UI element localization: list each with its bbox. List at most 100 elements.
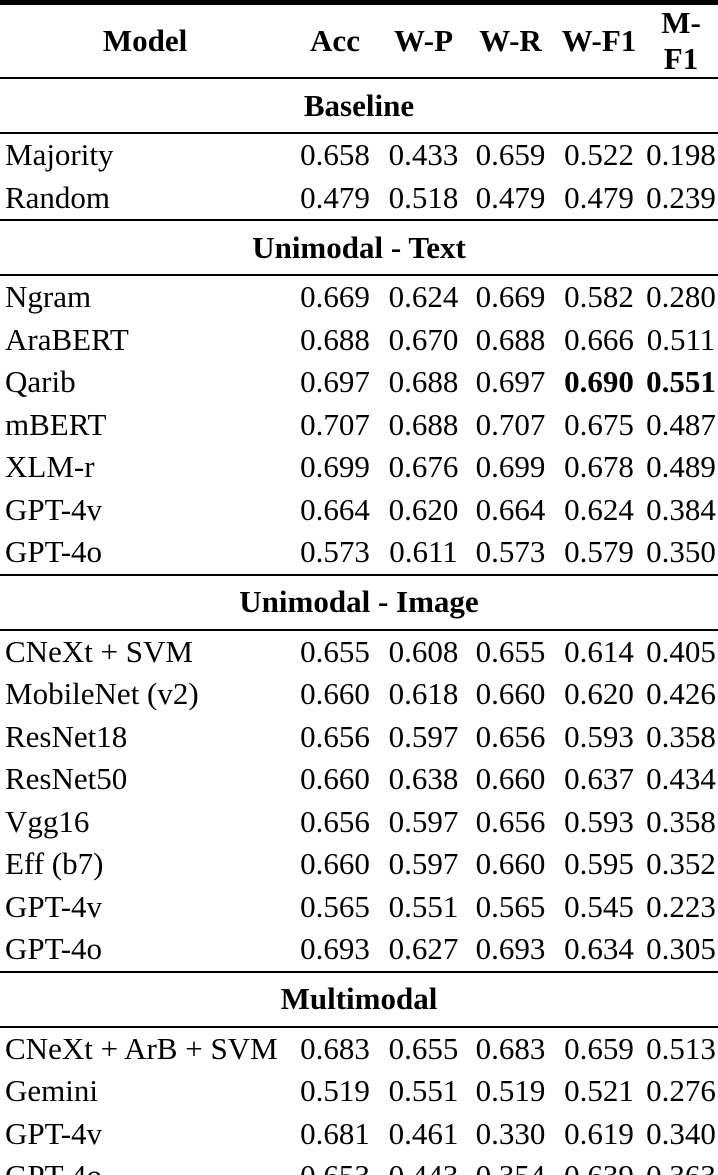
section-header-unimodal-text: Unimodal - Text: [0, 219, 718, 276]
metric-value-cell: 0.653: [290, 1155, 380, 1175]
model-name-cell: Majority: [5, 137, 114, 173]
metric-value-cell: 0.513: [646, 1030, 716, 1066]
column-header-wf1: W-F1: [554, 2, 644, 79]
metric-value-cell: 0.340: [646, 1115, 716, 1151]
model-name-cell: XLM-r: [5, 449, 95, 485]
metric-value-cell: 0.276: [646, 1073, 716, 1109]
metric-value-cell: 0.597: [388, 718, 459, 754]
section-header-multimodal: Multimodal: [0, 970, 718, 1028]
metric-value-cell: 0.624: [388, 279, 459, 315]
metric-value-cell: 0.223: [646, 888, 716, 924]
metric-value-cell: 0.699: [475, 449, 546, 485]
metric-value-cell: 0.676: [388, 449, 459, 485]
metric-value-cell: 0.656: [300, 718, 370, 754]
metric-value-cell: 0.618: [388, 676, 459, 712]
model-name-cell: GPT-4o: [5, 534, 103, 570]
section-row-unimodal-image: Unimodal - Image: [0, 573, 718, 631]
table-row: GPT-4v 0.681 0.461 0.330 0.619 0.340: [0, 1113, 718, 1156]
metric-value-cell: 0.582: [564, 279, 634, 315]
metric-value-cell: 0.363: [644, 1155, 718, 1175]
metric-value-cell: 0.358: [646, 718, 716, 754]
metric-value-cell: 0.656: [475, 803, 546, 839]
metric-value-cell: 0.693: [300, 931, 370, 967]
metric-value-cell: 0.434: [646, 761, 716, 797]
metric-value-cell: 0.660: [300, 761, 370, 797]
table-row: GPT-4o 0.693 0.627 0.693 0.634 0.305: [0, 928, 718, 972]
metric-value-cell: 0.697: [475, 364, 546, 400]
metric-value-cell: 0.198: [646, 137, 716, 173]
metric-value-cell: 0.693: [475, 931, 546, 967]
metric-value-cell: 0.683: [300, 1030, 370, 1066]
table-row: Ngram 0.669 0.624 0.669 0.582 0.280: [0, 275, 718, 319]
metric-value-cell: 0.595: [564, 846, 634, 882]
column-header-acc: Acc: [290, 2, 380, 79]
metric-value-cell: 0.551: [388, 1073, 459, 1109]
metric-value-cell: 0.697: [300, 364, 370, 400]
metric-value-cell: 0.660: [475, 761, 546, 797]
metric-value-cell: 0.489: [646, 449, 716, 485]
metric-value-cell: 0.690: [564, 364, 634, 400]
column-header-wp: W-P: [380, 2, 467, 79]
metric-value-cell: 0.522: [564, 137, 634, 173]
metric-value-cell: 0.658: [300, 137, 370, 173]
metric-value-cell: 0.593: [564, 718, 634, 754]
metric-value-cell: 0.639: [554, 1155, 644, 1175]
model-name-cell: Eff (b7): [5, 846, 104, 882]
metric-value-cell: 0.688: [388, 364, 459, 400]
model-name-cell: GPT-4v: [5, 491, 103, 527]
metric-value-cell: 0.656: [300, 803, 370, 839]
metric-value-cell: 0.239: [646, 179, 716, 215]
metric-value-cell: 0.664: [475, 491, 546, 527]
metric-value-cell: 0.519: [475, 1073, 546, 1109]
metric-value-cell: 0.620: [388, 491, 459, 527]
model-name-cell: GPT-4o: [0, 1155, 290, 1175]
metric-value-cell: 0.620: [564, 676, 634, 712]
metric-value-cell: 0.678: [564, 449, 634, 485]
table-row: AraBERT 0.688 0.670 0.688 0.666 0.511: [0, 319, 718, 362]
model-name-cell: GPT-4v: [5, 888, 103, 924]
metric-value-cell: 0.433: [388, 137, 459, 173]
metric-value-cell: 0.579: [564, 534, 634, 570]
metric-value-cell: 0.660: [475, 846, 546, 882]
table-row: CNeXt + ArB + SVM 0.683 0.655 0.683 0.659 0.5…: [0, 1027, 718, 1071]
metric-value-cell: 0.634: [564, 931, 634, 967]
table-row: XLM-r 0.699 0.676 0.699 0.678 0.489: [0, 446, 718, 489]
model-name-cell: GPT-4o: [5, 931, 103, 967]
model-name-cell: MobileNet (v2): [5, 676, 199, 712]
metric-value-cell: 0.511: [646, 321, 716, 357]
table-row: Eff (b7) 0.660 0.597 0.660 0.595 0.352: [0, 843, 718, 886]
metric-value-cell: 0.305: [646, 931, 716, 967]
table-row: GPT-4o0.6530.4430.3540.6390.363: [0, 1155, 718, 1175]
metric-value-cell: 0.659: [564, 1030, 634, 1066]
section-row-unimodal-text: Unimodal - Text: [0, 219, 718, 276]
metric-value-cell: 0.597: [388, 803, 459, 839]
metric-value-cell: 0.637: [564, 761, 634, 797]
metric-value-cell: 0.688: [388, 406, 459, 442]
metric-value-cell: 0.660: [300, 676, 370, 712]
metric-value-cell: 0.660: [475, 676, 546, 712]
metric-value-cell: 0.675: [564, 406, 634, 442]
metric-value-cell: 0.655: [475, 633, 546, 669]
table-row: ResNet18 0.656 0.597 0.656 0.593 0.358: [0, 716, 718, 759]
column-header-model: Model: [0, 2, 290, 79]
table-row: mBERT 0.707 0.688 0.707 0.675 0.487: [0, 404, 718, 447]
metric-value-cell: 0.699: [300, 449, 370, 485]
model-name-cell: Qarib: [5, 364, 76, 400]
metric-value-cell: 0.551: [388, 888, 459, 924]
table-row: CNeXt + SVM 0.655 0.608 0.655 0.614 0.405: [0, 630, 718, 674]
metric-value-cell: 0.426: [646, 676, 716, 712]
metric-value-cell: 0.593: [564, 803, 634, 839]
model-name-cell: Vgg16: [5, 803, 90, 839]
model-name-cell: mBERT: [5, 406, 107, 442]
metric-value-cell: 0.707: [475, 406, 546, 442]
table-header: Model Acc W-P W-R W-F1 M-F1: [0, 2, 718, 79]
metric-value-cell: 0.519: [300, 1073, 370, 1109]
table-row: Vgg16 0.656 0.597 0.656 0.593 0.358: [0, 801, 718, 844]
metric-value-cell: 0.659: [475, 137, 546, 173]
metric-value-cell: 0.688: [475, 321, 546, 357]
metric-value-cell: 0.683: [475, 1030, 546, 1066]
column-header-wr: W-R: [467, 2, 554, 79]
header-row: Model Acc W-P W-R W-F1 M-F1: [0, 2, 718, 79]
metric-value-cell: 0.608: [388, 633, 459, 669]
